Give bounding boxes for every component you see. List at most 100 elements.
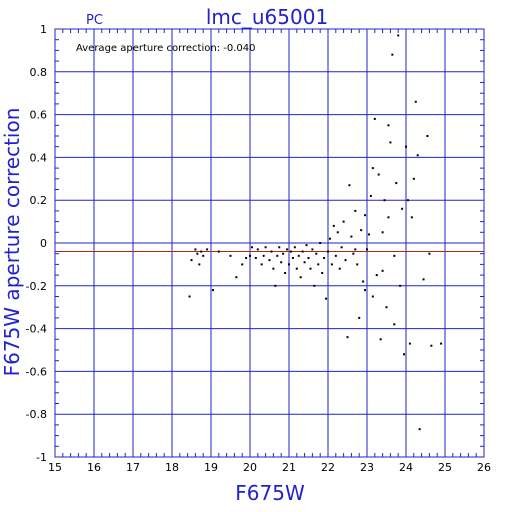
camera-label: PC — [86, 13, 103, 28]
data-point — [352, 252, 355, 255]
data-point — [397, 34, 400, 37]
data-point — [278, 246, 281, 249]
data-point — [418, 428, 421, 431]
data-point — [408, 342, 411, 345]
data-point — [289, 250, 292, 253]
y-tick-label: -0.2 — [26, 280, 47, 293]
data-point — [340, 246, 343, 249]
data-point — [194, 248, 197, 251]
data-point — [371, 295, 374, 298]
data-point — [328, 237, 331, 240]
data-point — [229, 254, 232, 257]
data-point — [412, 177, 415, 180]
data-point — [250, 246, 253, 249]
data-point — [190, 259, 193, 262]
data-point — [313, 284, 316, 287]
data-point — [330, 263, 333, 266]
data-point — [364, 214, 367, 217]
data-point — [350, 235, 353, 238]
data-point — [321, 271, 324, 274]
data-point — [369, 194, 372, 197]
data-point — [198, 263, 201, 266]
data-point — [211, 289, 214, 292]
data-point — [391, 53, 394, 56]
data-point — [288, 263, 290, 266]
data-point — [325, 297, 328, 300]
data-point — [379, 338, 382, 341]
data-point — [393, 323, 396, 326]
data-point — [358, 316, 361, 319]
data-point — [319, 242, 322, 244]
x-tick-label: 24 — [399, 461, 413, 474]
y-tick-label: 0.2 — [30, 194, 48, 207]
y-tick-label: 0 — [40, 237, 47, 250]
data-point — [362, 280, 365, 283]
x-tick-label: 20 — [243, 461, 257, 474]
data-point — [241, 263, 244, 266]
data-point — [348, 184, 351, 187]
data-point — [403, 353, 406, 356]
data-point — [245, 256, 248, 259]
data-point — [262, 254, 265, 257]
data-point — [385, 306, 388, 309]
plot-frame — [54, 28, 485, 458]
y-tick-label: 0.8 — [30, 66, 48, 79]
x-tick-label: 25 — [438, 461, 452, 474]
data-point — [405, 145, 407, 148]
data-point — [416, 154, 419, 157]
data-point — [202, 254, 205, 257]
data-point — [286, 248, 289, 251]
data-point — [428, 252, 431, 255]
data-point — [422, 278, 425, 281]
data-point — [414, 100, 417, 103]
data-point — [371, 167, 374, 170]
data-point — [426, 135, 429, 137]
data-point — [303, 261, 306, 264]
data-point — [217, 250, 220, 253]
data-point — [332, 224, 335, 227]
data-point — [291, 256, 294, 259]
data-point — [387, 216, 390, 219]
data-point — [256, 248, 259, 251]
x-tick-label: 26 — [477, 461, 491, 474]
data-point — [354, 248, 357, 251]
data-point — [354, 209, 357, 212]
data-point — [196, 252, 199, 255]
y-tick-labels: 1 0.8 0.6 0.4 0.2 0 -0.2 -0.4 -0.6 -0.8 -1 — [26, 23, 47, 464]
data-points — [188, 34, 443, 431]
data-point — [344, 259, 347, 262]
data-point — [295, 267, 298, 270]
data-point — [268, 259, 271, 262]
data-point — [315, 252, 318, 255]
x-tick-label: 22 — [321, 461, 335, 474]
data-point — [280, 261, 283, 264]
data-point — [276, 254, 279, 257]
x-tick-label: 19 — [204, 461, 218, 474]
data-point — [393, 254, 396, 257]
data-point — [389, 141, 392, 144]
data-point — [356, 263, 359, 266]
data-point — [381, 231, 384, 234]
data-point — [410, 216, 413, 219]
data-point — [395, 182, 398, 185]
x-tick-label: 23 — [360, 461, 374, 474]
data-point — [327, 250, 329, 253]
data-point — [301, 250, 304, 253]
data-point — [297, 254, 300, 257]
grid-lines — [55, 29, 484, 457]
y-tick-label: 0.6 — [30, 109, 48, 122]
data-point — [307, 256, 310, 259]
data-point — [387, 124, 390, 127]
data-point — [274, 284, 277, 287]
data-point — [366, 248, 368, 251]
data-point — [346, 336, 349, 339]
y-axis-label: F675W aperture correction — [0, 108, 24, 377]
y-tick-label: -0.4 — [26, 323, 47, 336]
data-point — [317, 263, 320, 266]
data-point — [338, 267, 341, 270]
data-point — [342, 220, 345, 223]
data-point — [399, 284, 402, 287]
x-tick-label: 16 — [87, 461, 101, 474]
data-point — [299, 276, 302, 279]
y-tick-label: 0.4 — [30, 151, 48, 164]
